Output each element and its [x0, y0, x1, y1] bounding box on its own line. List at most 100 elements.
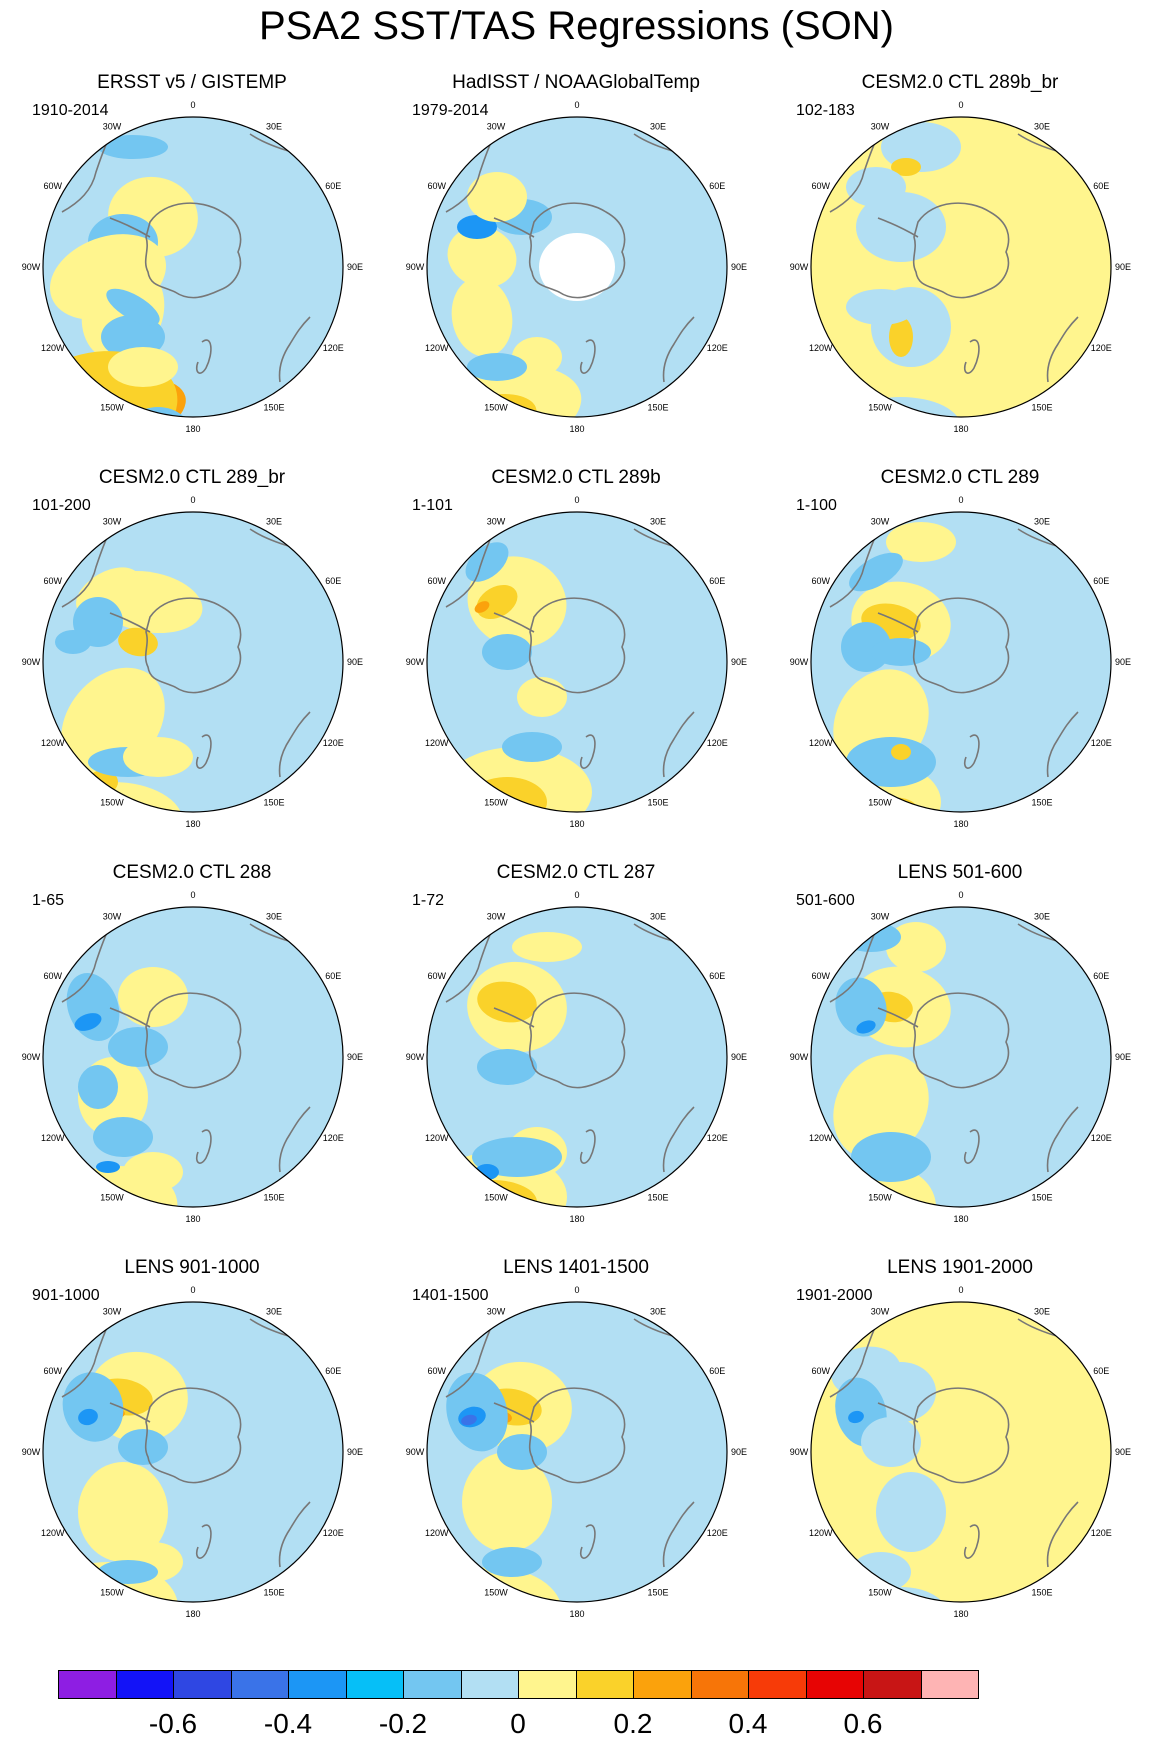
- longitude-label: 150E: [647, 797, 668, 807]
- polar-stereographic-map: 0 30E 60E 90E 120E 150E 180 150W 120W 90W 60W 30W: [406, 1285, 747, 1619]
- coastline: [61, 1320, 111, 1398]
- anomaly-region: [74, 1013, 102, 1031]
- anomaly-region: [851, 1552, 911, 1592]
- anomaly-region: [891, 1212, 951, 1252]
- anomaly-region: [876, 1472, 946, 1552]
- longitude-label: 150W: [100, 1192, 124, 1202]
- longitude-label: 180: [569, 1609, 584, 1619]
- longitude-label: 60W: [427, 576, 446, 586]
- anomaly-region: [106, 288, 160, 326]
- colorbar-swatch: [115, 1670, 174, 1699]
- anomaly-region: [476, 584, 518, 620]
- panel-years: 102-183: [796, 102, 855, 119]
- coastline: [278, 316, 311, 383]
- longitude-label: 0: [190, 890, 195, 900]
- polar-stereographic-map: 0 30E 60E 90E 120E 150E 180 150W 120W 90W 60W 30W: [790, 1285, 1131, 1619]
- longitude-label: 180: [953, 1214, 968, 1224]
- colorbar-swatch: [575, 1670, 634, 1699]
- longitude-label: 30E: [650, 1307, 666, 1317]
- polar-stereographic-map: 0 30E 60E 90E 120E 150E 180 150W 120W 90W 60W 30W: [406, 890, 747, 1224]
- anomaly-region: [78, 1408, 98, 1426]
- longitude-label: 90E: [731, 1447, 747, 1457]
- anomaly-region: [849, 552, 903, 592]
- coastline: [662, 711, 695, 778]
- longitude-label: 120W: [809, 738, 833, 748]
- panel-title: HadISST / NOAAGlobalTemp: [452, 72, 700, 93]
- coastline: [109, 217, 151, 238]
- anomaly-region: [461, 1414, 477, 1426]
- longitude-label: 180: [953, 819, 968, 829]
- anomaly-region: [886, 522, 956, 562]
- longitude-label: 60W: [811, 181, 830, 191]
- panel-years: 1901-2000: [796, 1287, 873, 1304]
- longitude-label: 120E: [323, 343, 344, 353]
- colorbar-swatch: [690, 1670, 749, 1699]
- coastline: [195, 1524, 212, 1559]
- longitude-label: 30W: [103, 122, 122, 132]
- longitude-label: 30W: [103, 912, 122, 922]
- map-panel: CESM2.0 CTL 289_br 101-200 0 30E 60E 90E 120…: [0, 467, 384, 863]
- longitude-label: 0: [958, 890, 963, 900]
- coastline: [829, 530, 879, 608]
- longitude-label: 120W: [809, 1528, 833, 1538]
- longitude-label: 60W: [811, 576, 830, 586]
- polar-stereographic-map: 0 30E 60E 90E 120E 150E 180 150W 120W 90W 60W 30W: [406, 100, 747, 434]
- anomaly-region: [462, 1452, 552, 1552]
- anomaly-region: [851, 1132, 931, 1182]
- longitude-label: 60E: [1093, 576, 1109, 586]
- anomaly-region: [465, 542, 509, 582]
- anomaly-region: [98, 135, 168, 159]
- longitude-label: 90E: [731, 1052, 747, 1062]
- longitude-label: 60E: [325, 181, 341, 191]
- colorbar-tick-label: 0: [510, 1708, 526, 1739]
- longitude-label: 60W: [43, 181, 62, 191]
- anomaly-region: [891, 158, 921, 176]
- longitude-label: 90W: [406, 657, 425, 667]
- longitude-label: 0: [574, 1285, 579, 1295]
- longitude-label: 150E: [263, 402, 284, 412]
- longitude-label: 180: [185, 1609, 200, 1619]
- anomaly-region: [889, 317, 913, 357]
- longitude-label: 0: [958, 1285, 963, 1295]
- polar-stereographic-map: 0 30E 60E 90E 120E 150E 180 150W 120W 90W 60W 30W: [22, 100, 363, 434]
- longitude-label: 90W: [22, 262, 41, 272]
- coastline: [144, 202, 242, 299]
- longitude-label: 60W: [811, 971, 830, 981]
- coastline: [528, 992, 626, 1089]
- anomaly-region: [43, 782, 183, 812]
- map-panel: HadISST / NOAAGlobalTemp 1979-2014 0 30E 6…: [384, 72, 768, 468]
- longitude-label: 30W: [871, 1307, 890, 1317]
- longitude-label: 90E: [347, 657, 363, 667]
- longitude-label: 30W: [103, 1307, 122, 1317]
- longitude-label: 30E: [650, 517, 666, 527]
- longitude-label: 60W: [811, 1366, 830, 1376]
- polar-stereographic-map: 0 30E 60E 90E 120E 150E 180 150W 120W 90W 60W 30W: [22, 1285, 363, 1619]
- panel-title: LENS 901-1000: [124, 1257, 260, 1278]
- coastline: [528, 1387, 626, 1484]
- anomaly-region: [846, 737, 936, 787]
- anomaly-region: [78, 1065, 118, 1109]
- longitude-label: 30E: [650, 912, 666, 922]
- longitude-label: 90E: [347, 1052, 363, 1062]
- polar-stereographic-map: 0 30E 60E 90E 120E 150E 180 150W 120W 90W 60W 30W: [22, 495, 363, 829]
- longitude-label: 180: [569, 819, 584, 829]
- colorbar-tick-label: 0.6: [843, 1708, 883, 1739]
- colorbar-swatch: [403, 1670, 462, 1699]
- colorbar-swatch: [173, 1670, 232, 1699]
- map-border: [810, 511, 1112, 813]
- polar-stereographic-map: 0 30E 60E 90E 120E 150E 180 150W 120W 90W 60W 30W: [22, 890, 363, 1224]
- longitude-label: 60W: [43, 1366, 62, 1376]
- anomaly-region: [118, 627, 158, 657]
- coastline: [662, 1501, 695, 1568]
- longitude-label: 90W: [406, 1052, 425, 1062]
- coastline: [195, 339, 212, 374]
- anomaly-region: [497, 1434, 547, 1470]
- longitude-label: 150E: [263, 1192, 284, 1202]
- longitude-label: 90E: [731, 657, 747, 667]
- longitude-label: 150W: [100, 797, 124, 807]
- anomaly-region: [58, 1592, 138, 1602]
- anomaly-region: [108, 347, 178, 387]
- longitude-label: 30W: [871, 912, 890, 922]
- polar-stereographic-map: 0 30E 60E 90E 120E 150E 180 150W 120W 90W 60W 30W: [790, 100, 1131, 434]
- map-panel: LENS 1401-1500 1401-1500 0 30E 60E 90E 120E 1…: [384, 1257, 768, 1653]
